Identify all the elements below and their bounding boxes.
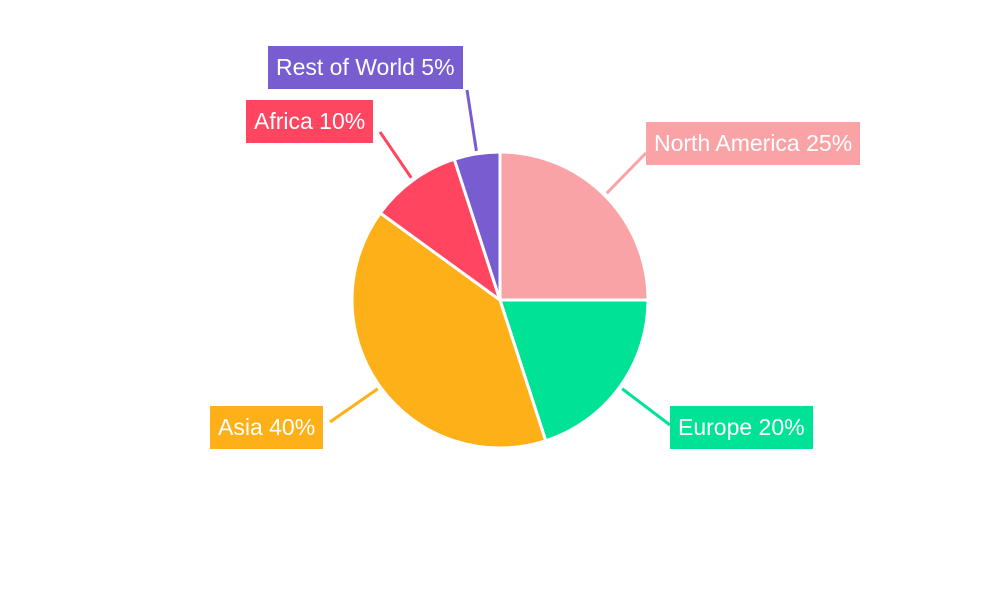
leader-line-africa: [378, 131, 413, 179]
slice-europe[interactable]: [497, 298, 650, 443]
slice-north-america[interactable]: [498, 150, 650, 302]
slice-rest-of-world[interactable]: [452, 150, 502, 301]
leader-line-north-america: [605, 151, 648, 195]
leader-line-asia: [329, 387, 379, 424]
label-north-america: North America 25%: [646, 122, 861, 165]
label-asia: Asia 40%: [210, 406, 324, 449]
slice-asia[interactable]: [350, 210, 548, 450]
leader-line-europe: [621, 387, 671, 427]
slice-africa[interactable]: [378, 157, 503, 304]
label-europe: Europe 20%: [670, 406, 813, 449]
label-africa: Africa 10%: [246, 100, 374, 143]
label-rest-of-world: Rest of World 5%: [268, 46, 463, 89]
leader-line-rest-of-world: [465, 89, 478, 152]
